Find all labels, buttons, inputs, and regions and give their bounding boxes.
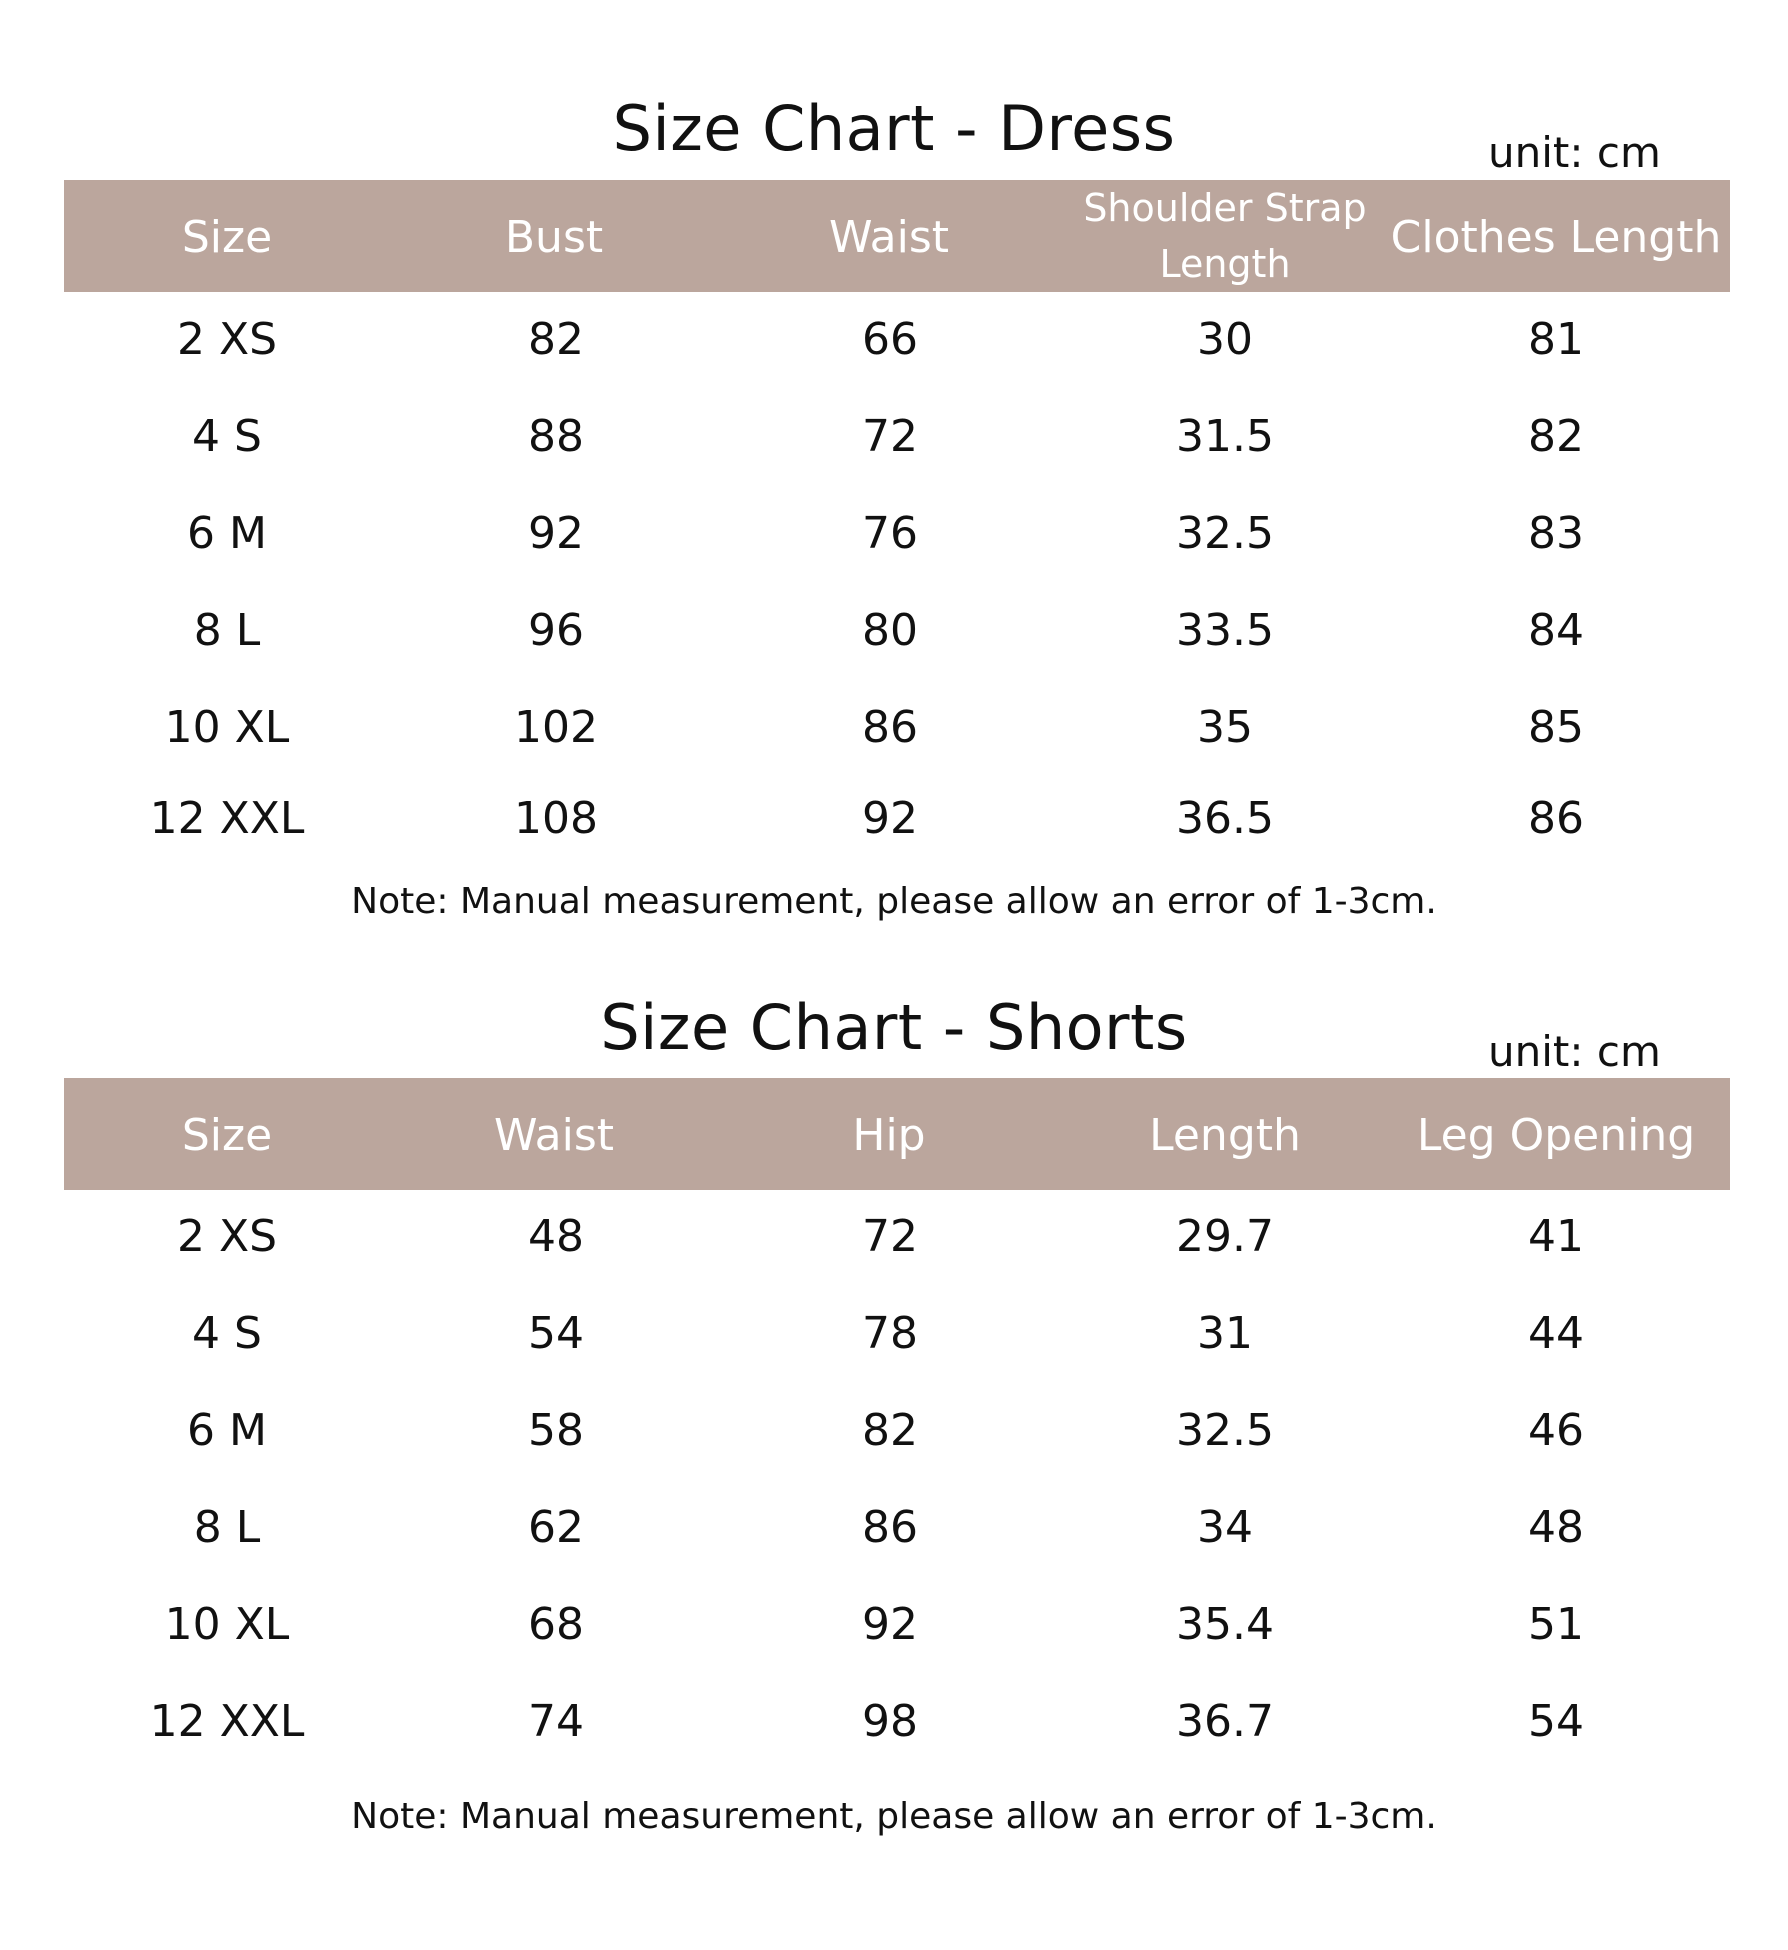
shorts-unit-label: unit: cm [1488,1027,1661,1076]
dress-header-waist: Waist [828,212,950,263]
cell-clothes-length: 86 [1528,793,1584,844]
shorts-header-leg-opening: Leg Opening [1416,1110,1696,1161]
cell-hip: 92 [862,1599,918,1650]
cell-bust: 102 [514,702,598,753]
cell-waist: 74 [528,1696,584,1747]
table-row: 4 S 54 78 31 44 [0,1312,1788,1372]
cell-hip: 86 [862,1502,918,1553]
cell-leg-opening: 48 [1528,1502,1584,1553]
cell-size: 8 L [193,605,261,656]
table-row: 8 L 96 80 33.5 84 [0,609,1788,669]
cell-leg-opening: 51 [1528,1599,1584,1650]
cell-waist: 92 [862,793,918,844]
table-row: 12 XXL 74 98 36.7 54 [0,1700,1788,1760]
cell-size: 6 M [187,508,267,559]
dress-table-header: Size Bust Waist Shoulder Strap Length Cl… [64,180,1730,292]
cell-size: 6 M [187,1405,267,1456]
cell-waist: 48 [528,1211,584,1262]
table-row: 2 XS 82 66 30 81 [0,318,1788,378]
cell-waist: 66 [862,314,918,365]
cell-clothes-length: 85 [1528,702,1584,753]
cell-waist: 58 [528,1405,584,1456]
cell-size: 2 XS [176,314,278,365]
cell-clothes-length: 82 [1528,411,1584,462]
table-row: 2 XS 48 72 29.7 41 [0,1215,1788,1275]
cell-size: 12 XXL [149,1696,305,1747]
table-row: 4 S 88 72 31.5 82 [0,415,1788,475]
dress-unit-label: unit: cm [1488,128,1661,177]
shorts-header-length: Length [1149,1110,1301,1161]
cell-size: 8 L [193,1502,261,1553]
cell-length: 34 [1197,1502,1253,1553]
cell-size: 4 S [192,1308,262,1359]
shorts-title: Size Chart - Shorts [600,991,1188,1064]
cell-waist: 76 [862,508,918,559]
cell-bust: 82 [528,314,584,365]
cell-bust: 92 [528,508,584,559]
cell-waist: 54 [528,1308,584,1359]
table-row: 12 XXL 108 92 36.5 86 [0,797,1788,857]
dress-note: Note: Manual measurement, please allow a… [351,881,1437,922]
cell-shoulder-strap-length: 32.5 [1176,508,1274,559]
cell-leg-opening: 54 [1528,1696,1584,1747]
cell-length: 36.7 [1176,1696,1274,1747]
cell-size: 12 XXL [149,793,305,844]
cell-bust: 88 [528,411,584,462]
cell-waist: 72 [862,411,918,462]
table-row: 6 M 58 82 32.5 46 [0,1409,1788,1469]
cell-length: 29.7 [1176,1211,1274,1262]
shorts-header-waist: Waist [493,1110,615,1161]
dress-header-shoulder-strap-length: Shoulder Strap Length [1083,186,1367,286]
cell-length: 32.5 [1176,1405,1274,1456]
cell-waist: 62 [528,1502,584,1553]
cell-leg-opening: 44 [1528,1308,1584,1359]
cell-waist: 86 [862,702,918,753]
cell-size: 10 XL [164,702,290,753]
table-row: 8 L 62 86 34 48 [0,1506,1788,1566]
cell-length: 35.4 [1176,1599,1274,1650]
shorts-header-hip: Hip [852,1110,926,1161]
shorts-header-size: Size [181,1110,273,1161]
cell-hip: 82 [862,1405,918,1456]
dress-header-clothes-length: Clothes Length [1390,212,1722,263]
cell-hip: 78 [862,1308,918,1359]
shorts-table-header: Size Waist Hip Length Leg Opening [64,1078,1730,1190]
cell-waist: 80 [862,605,918,656]
cell-clothes-length: 81 [1528,314,1584,365]
cell-clothes-length: 84 [1528,605,1584,656]
cell-size: 10 XL [164,1599,290,1650]
cell-shoulder-strap-length: 36.5 [1176,793,1274,844]
cell-leg-opening: 46 [1528,1405,1584,1456]
cell-bust: 108 [514,793,598,844]
dress-header-bust: Bust [504,212,604,263]
cell-shoulder-strap-length: 30 [1197,314,1253,365]
cell-hip: 72 [862,1211,918,1262]
table-row: 6 M 92 76 32.5 83 [0,512,1788,572]
cell-leg-opening: 41 [1528,1211,1584,1262]
cell-length: 31 [1197,1308,1253,1359]
dress-title: Size Chart - Dress [612,92,1176,165]
table-row: 10 XL 102 86 35 85 [0,706,1788,766]
cell-bust: 96 [528,605,584,656]
cell-hip: 98 [862,1696,918,1747]
cell-shoulder-strap-length: 33.5 [1176,605,1274,656]
cell-waist: 68 [528,1599,584,1650]
cell-size: 4 S [192,411,262,462]
cell-shoulder-strap-length: 35 [1197,702,1253,753]
cell-shoulder-strap-length: 31.5 [1176,411,1274,462]
cell-clothes-length: 83 [1528,508,1584,559]
dress-header-size: Size [181,212,273,263]
shorts-note: Note: Manual measurement, please allow a… [351,1796,1437,1837]
cell-size: 2 XS [176,1211,278,1262]
table-row: 10 XL 68 92 35.4 51 [0,1603,1788,1663]
